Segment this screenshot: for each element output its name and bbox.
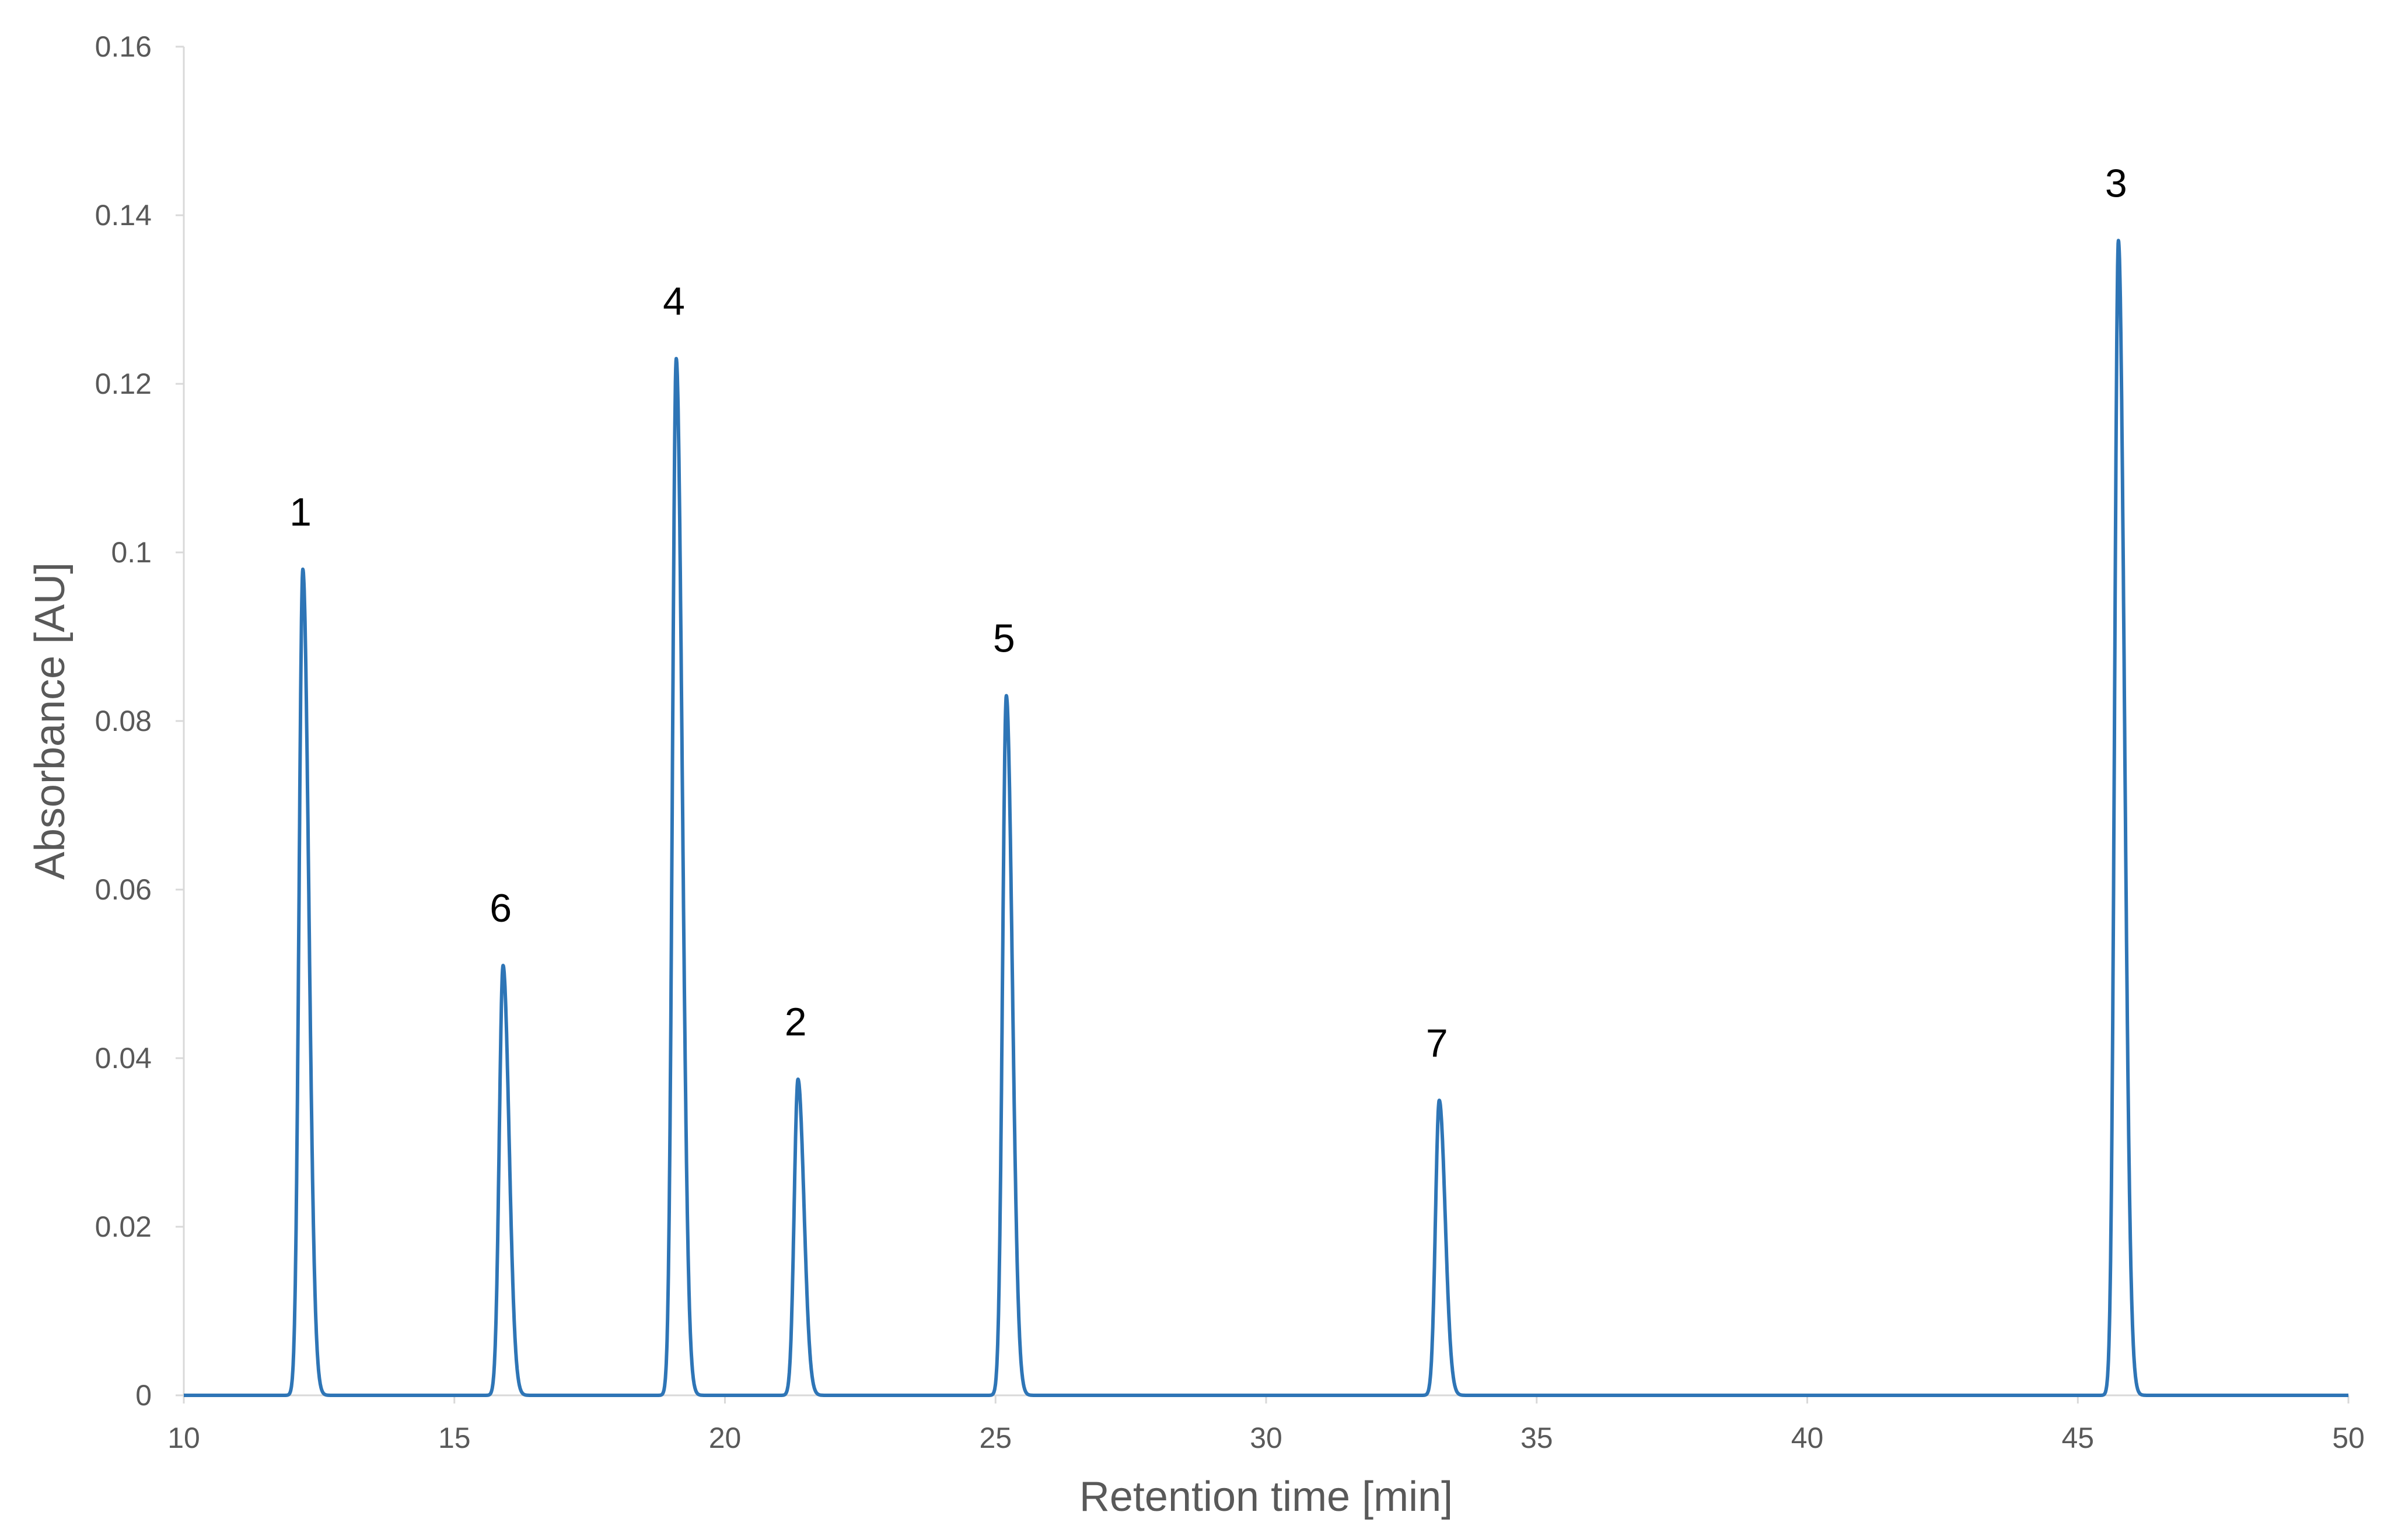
x-tick-label: 30 [1250, 1422, 1282, 1454]
peak-label-1: 1 [289, 490, 312, 534]
x-tick-label: 15 [438, 1422, 471, 1454]
peak-label-2: 2 [785, 1000, 807, 1044]
y-axis-title: Absorbance [AU] [27, 562, 74, 880]
y-tick-label: 0.12 [95, 368, 152, 400]
peak-labels: 1 6 4 2 5 7 3 [289, 161, 2127, 1065]
peak-label-3: 3 [2105, 161, 2127, 205]
x-tick-label: 25 [979, 1422, 1012, 1454]
x-tick-label: 35 [1520, 1422, 1553, 1454]
x-tick-label: 40 [1791, 1422, 1824, 1454]
y-tick-labels: 0 0.02 0.04 0.06 0.08 0.1 0.12 0.14 0.16 [95, 30, 184, 1412]
x-tick-label: 20 [709, 1422, 742, 1454]
y-tick-label: 0.14 [95, 199, 152, 232]
peak-label-5: 5 [993, 617, 1015, 661]
y-tick-label: 0 [135, 1379, 152, 1412]
y-tick-label: 0.04 [95, 1042, 152, 1074]
y-tick-label: 0.1 [111, 536, 152, 569]
x-tick-label: 50 [2332, 1422, 2365, 1454]
peak-label-4: 4 [663, 279, 685, 324]
x-tick-label: 10 [167, 1422, 200, 1454]
y-tick-label: 0.08 [95, 705, 152, 737]
axes [183, 47, 2348, 1396]
y-tick-label: 0.06 [95, 873, 152, 906]
x-axis-title: Retention time [min] [1079, 1474, 1453, 1520]
y-tick-label: 0.16 [95, 30, 152, 63]
x-tick-label: 45 [2061, 1422, 2094, 1454]
chromatogram-trace [182, 239, 2350, 1397]
y-tick-label: 0.02 [95, 1210, 152, 1243]
peak-label-7: 7 [1426, 1021, 1448, 1065]
peak-label-6: 6 [490, 886, 512, 930]
x-tick-labels: 10 15 20 25 30 35 40 45 50 [167, 1395, 2365, 1454]
